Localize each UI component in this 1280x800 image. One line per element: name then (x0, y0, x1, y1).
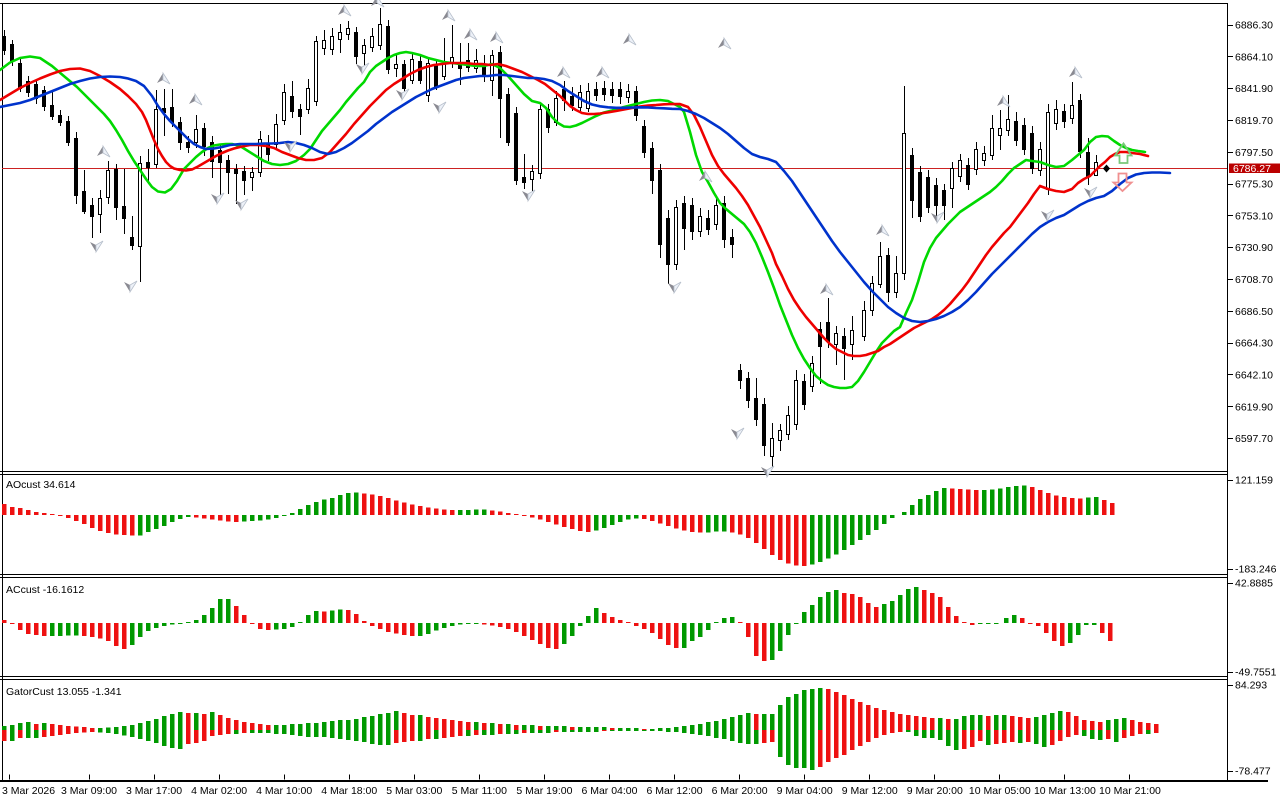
svg-text:6797.50: 6797.50 (1235, 147, 1273, 159)
svg-text:9 Mar 04:00: 9 Mar 04:00 (777, 785, 833, 797)
svg-text:10 Mar 21:00: 10 Mar 21:00 (1099, 785, 1161, 797)
svg-text:6664.30: 6664.30 (1235, 338, 1273, 350)
svg-text:42.8885: 42.8885 (1235, 578, 1273, 590)
svg-text:6864.10: 6864.10 (1235, 51, 1273, 63)
svg-text:4 Mar 18:00: 4 Mar 18:00 (321, 785, 377, 797)
svg-text:3 Mar 17:00: 3 Mar 17:00 (126, 785, 182, 797)
svg-text:6 Mar 20:00: 6 Mar 20:00 (712, 785, 768, 797)
svg-text:6775.30: 6775.30 (1235, 179, 1273, 191)
svg-text:6886.30: 6886.30 (1235, 20, 1273, 32)
svg-text:6686.50: 6686.50 (1235, 306, 1273, 318)
svg-text:ACcust -16.1612: ACcust -16.1612 (6, 584, 84, 596)
svg-text:10 Mar 13:00: 10 Mar 13:00 (1034, 785, 1096, 797)
svg-text:6786.27: 6786.27 (1233, 163, 1271, 175)
svg-text:GatorCust 13.055 -1.341: GatorCust 13.055 -1.341 (6, 686, 122, 698)
svg-text:4 Mar 02:00: 4 Mar 02:00 (191, 785, 247, 797)
svg-text:6 Mar 12:00: 6 Mar 12:00 (647, 785, 703, 797)
svg-text:84.293: 84.293 (1235, 680, 1267, 692)
svg-text:3 Mar 2026: 3 Mar 2026 (2, 785, 55, 797)
svg-text:5 Mar 03:00: 5 Mar 03:00 (386, 785, 442, 797)
svg-text:3 Mar 09:00: 3 Mar 09:00 (61, 785, 117, 797)
svg-text:6730.90: 6730.90 (1235, 242, 1273, 254)
svg-text:6619.90: 6619.90 (1235, 401, 1273, 413)
svg-text:9 Mar 20:00: 9 Mar 20:00 (907, 785, 963, 797)
svg-text:-78.477: -78.477 (1235, 766, 1271, 778)
svg-text:-183.246: -183.246 (1235, 564, 1277, 576)
svg-text:5 Mar 11:00: 5 Mar 11:00 (452, 785, 507, 797)
svg-text:6597.70: 6597.70 (1235, 433, 1273, 445)
svg-text:6753.10: 6753.10 (1235, 210, 1273, 222)
svg-text:-49.7551: -49.7551 (1235, 667, 1277, 679)
svg-text:4 Mar 10:00: 4 Mar 10:00 (256, 785, 312, 797)
svg-text:AOcust 34.614: AOcust 34.614 (6, 479, 76, 491)
svg-text:6642.10: 6642.10 (1235, 369, 1273, 381)
svg-text:10 Mar 05:00: 10 Mar 05:00 (969, 785, 1031, 797)
svg-text:6708.70: 6708.70 (1235, 274, 1273, 286)
svg-text:9 Mar 12:00: 9 Mar 12:00 (842, 785, 898, 797)
svg-text:121.159: 121.159 (1235, 475, 1273, 487)
svg-text:6819.70: 6819.70 (1235, 115, 1273, 127)
svg-text:6841.90: 6841.90 (1235, 83, 1273, 95)
svg-text:6 Mar 04:00: 6 Mar 04:00 (581, 785, 637, 797)
svg-text:5 Mar 19:00: 5 Mar 19:00 (516, 785, 572, 797)
